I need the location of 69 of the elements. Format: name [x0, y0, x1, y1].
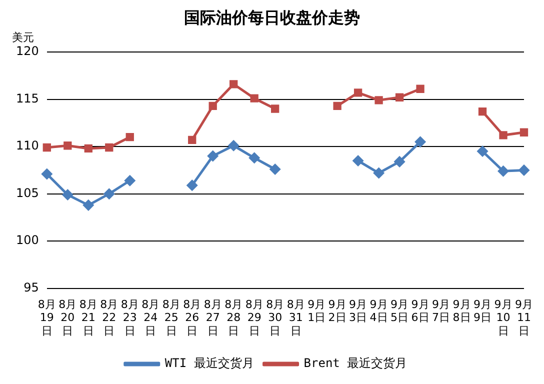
point	[498, 166, 509, 176]
y-tick-label: 95	[24, 280, 39, 295]
point	[478, 107, 487, 116]
x-tick-label: 9月6日	[411, 298, 430, 324]
y-tick-label: 100	[16, 233, 39, 248]
point	[271, 104, 280, 113]
point	[64, 142, 72, 150]
point	[415, 136, 426, 148]
point	[62, 190, 73, 200]
point	[126, 133, 134, 142]
point	[374, 168, 384, 178]
point	[228, 140, 239, 151]
point	[477, 146, 488, 157]
y-tick-label: 120	[16, 44, 39, 58]
x-tick-label: 8月21日	[79, 298, 98, 338]
x-tick-label: 8月24日	[142, 298, 160, 338]
x-tick-label: 9月8日	[452, 298, 471, 324]
x-tick-label: 8月27日	[204, 298, 222, 338]
chart-title: 国际油价每日收盘价走势	[183, 8, 361, 29]
x-tick-label: 8月31日	[286, 298, 305, 338]
point	[230, 80, 238, 88]
point	[104, 188, 114, 200]
x-tick-label: 8月23日	[120, 298, 139, 338]
x-tick-label: 8月29日	[245, 298, 264, 338]
point	[518, 164, 530, 176]
y-tick-label: 115	[16, 91, 39, 106]
x-tick-label: 8月22日	[100, 298, 118, 338]
point	[42, 143, 51, 152]
point	[333, 102, 342, 110]
point	[188, 136, 196, 144]
x-tick-label: 9月4日	[370, 298, 388, 324]
x-tick-label: 8月19日	[38, 298, 56, 338]
point	[270, 164, 280, 175]
x-tick-label: 9月3日	[349, 298, 368, 324]
point	[208, 150, 218, 162]
point	[124, 175, 136, 186]
point	[520, 128, 528, 136]
x-tick-label: 8月28日	[224, 298, 243, 338]
point	[374, 96, 383, 104]
legend-label: WTI 最近交货月	[164, 356, 254, 370]
point	[416, 84, 424, 93]
point	[84, 144, 92, 153]
x-tick-label: 9月7日	[432, 298, 450, 324]
x-tick-label: 9月9日	[474, 298, 492, 324]
x-tick-label: 8月26日	[183, 298, 202, 338]
x-tick-label: 9月5日	[390, 298, 409, 324]
legend-label: Brent 最近交货月	[304, 356, 408, 370]
point	[250, 94, 258, 102]
point	[394, 156, 405, 167]
point	[208, 102, 217, 110]
x-tick-label: 9月2日	[328, 298, 346, 324]
point	[395, 93, 404, 102]
point	[42, 168, 52, 180]
y-tick-label: 110	[16, 138, 39, 153]
point	[249, 152, 260, 164]
point	[83, 200, 94, 210]
x-tick-label: 8月30日	[266, 298, 284, 338]
x-tick-label: 9月10日	[494, 298, 512, 338]
x-tick-label: 9月1日	[308, 298, 326, 324]
point	[354, 88, 362, 97]
point	[105, 143, 114, 152]
x-tick-label: 8月25日	[162, 298, 180, 338]
y-tick-label: 105	[16, 186, 39, 200]
y-axis-title: 美元	[12, 30, 34, 45]
point	[499, 131, 508, 140]
x-tick-label: 8月20日	[58, 298, 77, 338]
point	[352, 155, 364, 166]
point	[186, 180, 198, 191]
x-tick-label: 9月11日	[515, 298, 533, 338]
